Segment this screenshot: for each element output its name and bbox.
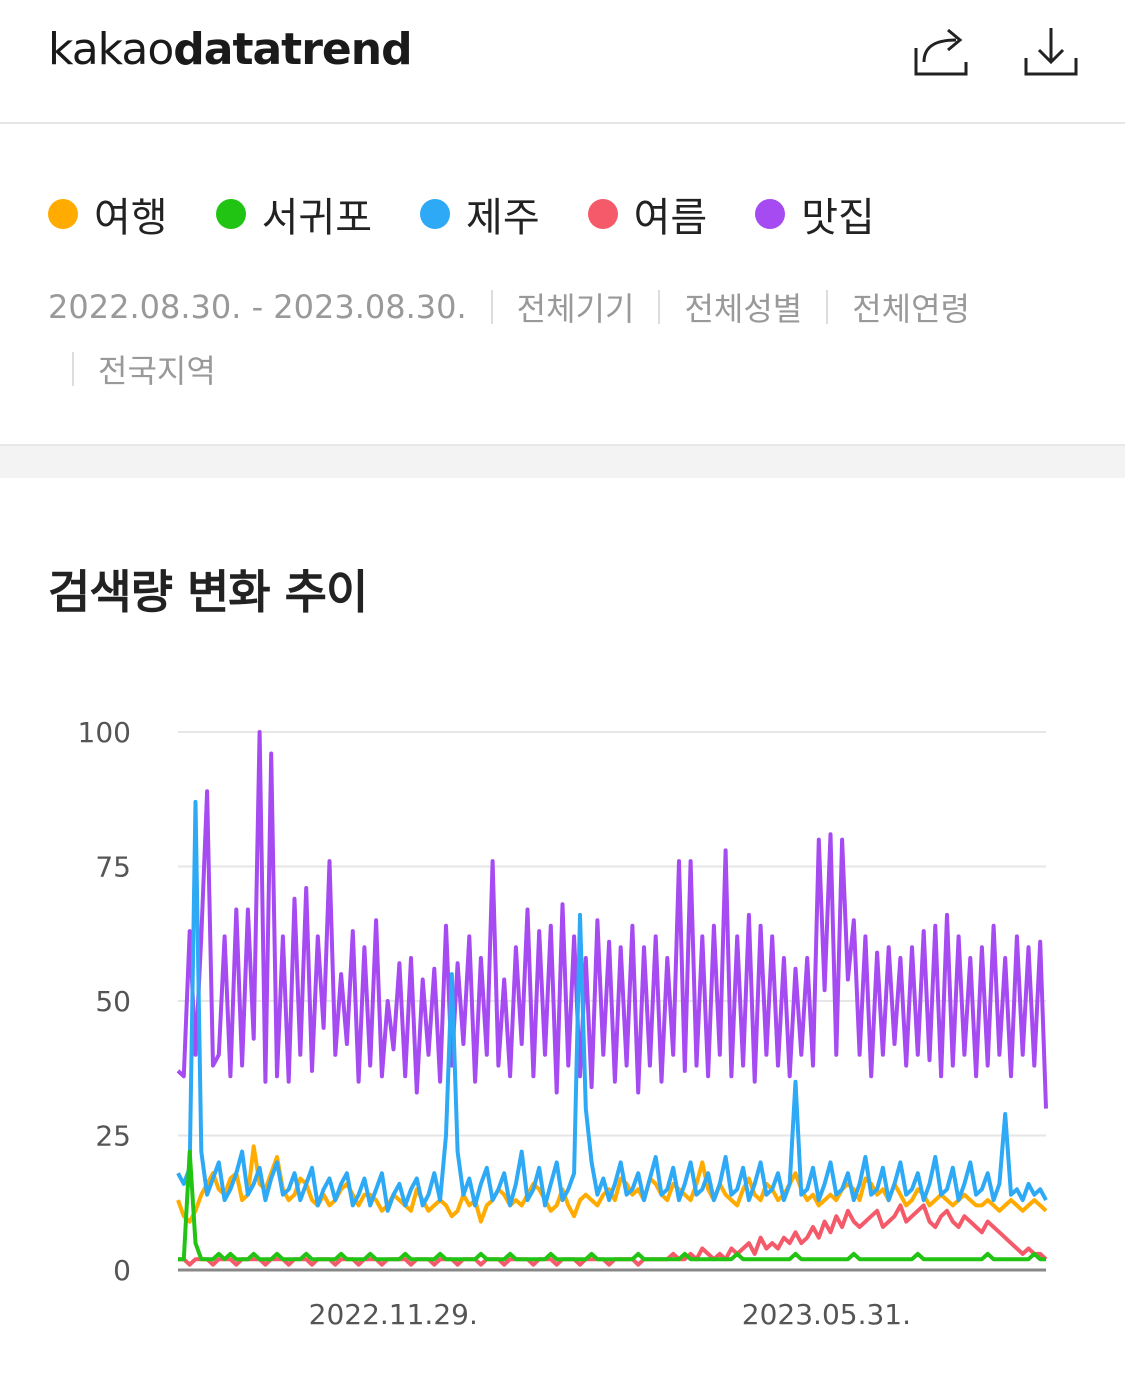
region-filter[interactable]: 전국지역 [98,352,216,390]
divider [490,290,493,324]
legend-label: 제주 [466,195,540,241]
legend-item-summer[interactable]: 여름 [587,185,708,243]
divider [826,290,829,324]
kakao-datatrend-logo[interactable]: kakaodatatrend [48,24,413,75]
legend-dot [420,199,451,229]
x-axis-ticks: 2022.11.29. 2023.05.31. [309,1298,911,1331]
legend-dot [48,199,78,229]
x-tick-label: 2023.05.31. [742,1298,911,1331]
keyword-legend: 여행 서귀포 제주 여름 맛집 [48,186,923,242]
y-tick-label: 100 [78,716,131,749]
logo-text-bold: datatrend [173,24,412,75]
series-line-2 [176,799,1048,1213]
chart-title: 검색량 변화 추이 [48,565,368,619]
date-range[interactable]: 2022.08.30. - 2023.08.30. [48,288,467,326]
legend-item-seogwipo[interactable]: 서귀포 [215,185,373,243]
logo-text-light: kakao [48,24,174,75]
series-line-4 [176,730,1048,1109]
filter-summary: 2022.08.30. - 2023.08.30. 전체기기 전체성별 전체연령 [48,284,970,330]
download-icon[interactable] [1022,24,1080,82]
legend-label: 맛집 [801,195,875,241]
gender-filter[interactable]: 전체성별 [684,290,803,328]
y-axis-ticks: 0 25 50 75 100 [78,716,131,1287]
section-divider [0,444,1125,478]
legend-label: 여름 [633,195,708,241]
legend-dot [215,199,246,229]
trend-line-chart: 0 25 50 75 100 2022.11.29. 2023.05.31. [78,716,1048,1331]
y-tick-label: 75 [95,851,131,884]
divider [72,352,74,386]
y-tick-label: 50 [95,985,131,1018]
series-lines [176,730,1048,1267]
legend-dot [755,199,786,229]
age-filter[interactable]: 전체연령 [852,290,970,328]
divider [658,290,661,324]
series-line-1 [178,1149,1046,1262]
legend-label: 여행 [94,195,168,241]
search-condition-panel: 여행 서귀포 제주 여름 맛집 2022.08.30. - 2023.08.30… [0,126,1125,444]
app-header: kakaodatatrend [0,0,1125,124]
filter-summary-row2: 전국지역 [72,346,216,392]
legend-label: 서귀포 [261,195,373,241]
legend-dot [587,199,618,229]
share-icon[interactable] [912,24,970,82]
legend-item-jeju[interactable]: 제주 [420,185,540,243]
legend-item-travel[interactable]: 여행 [48,185,168,243]
y-tick-label: 25 [95,1120,131,1153]
y-tick-label: 0 [113,1254,131,1287]
device-filter[interactable]: 전체기기 [516,290,635,328]
x-tick-label: 2022.11.29. [309,1298,478,1331]
legend-item-restaurant[interactable]: 맛집 [755,185,875,243]
